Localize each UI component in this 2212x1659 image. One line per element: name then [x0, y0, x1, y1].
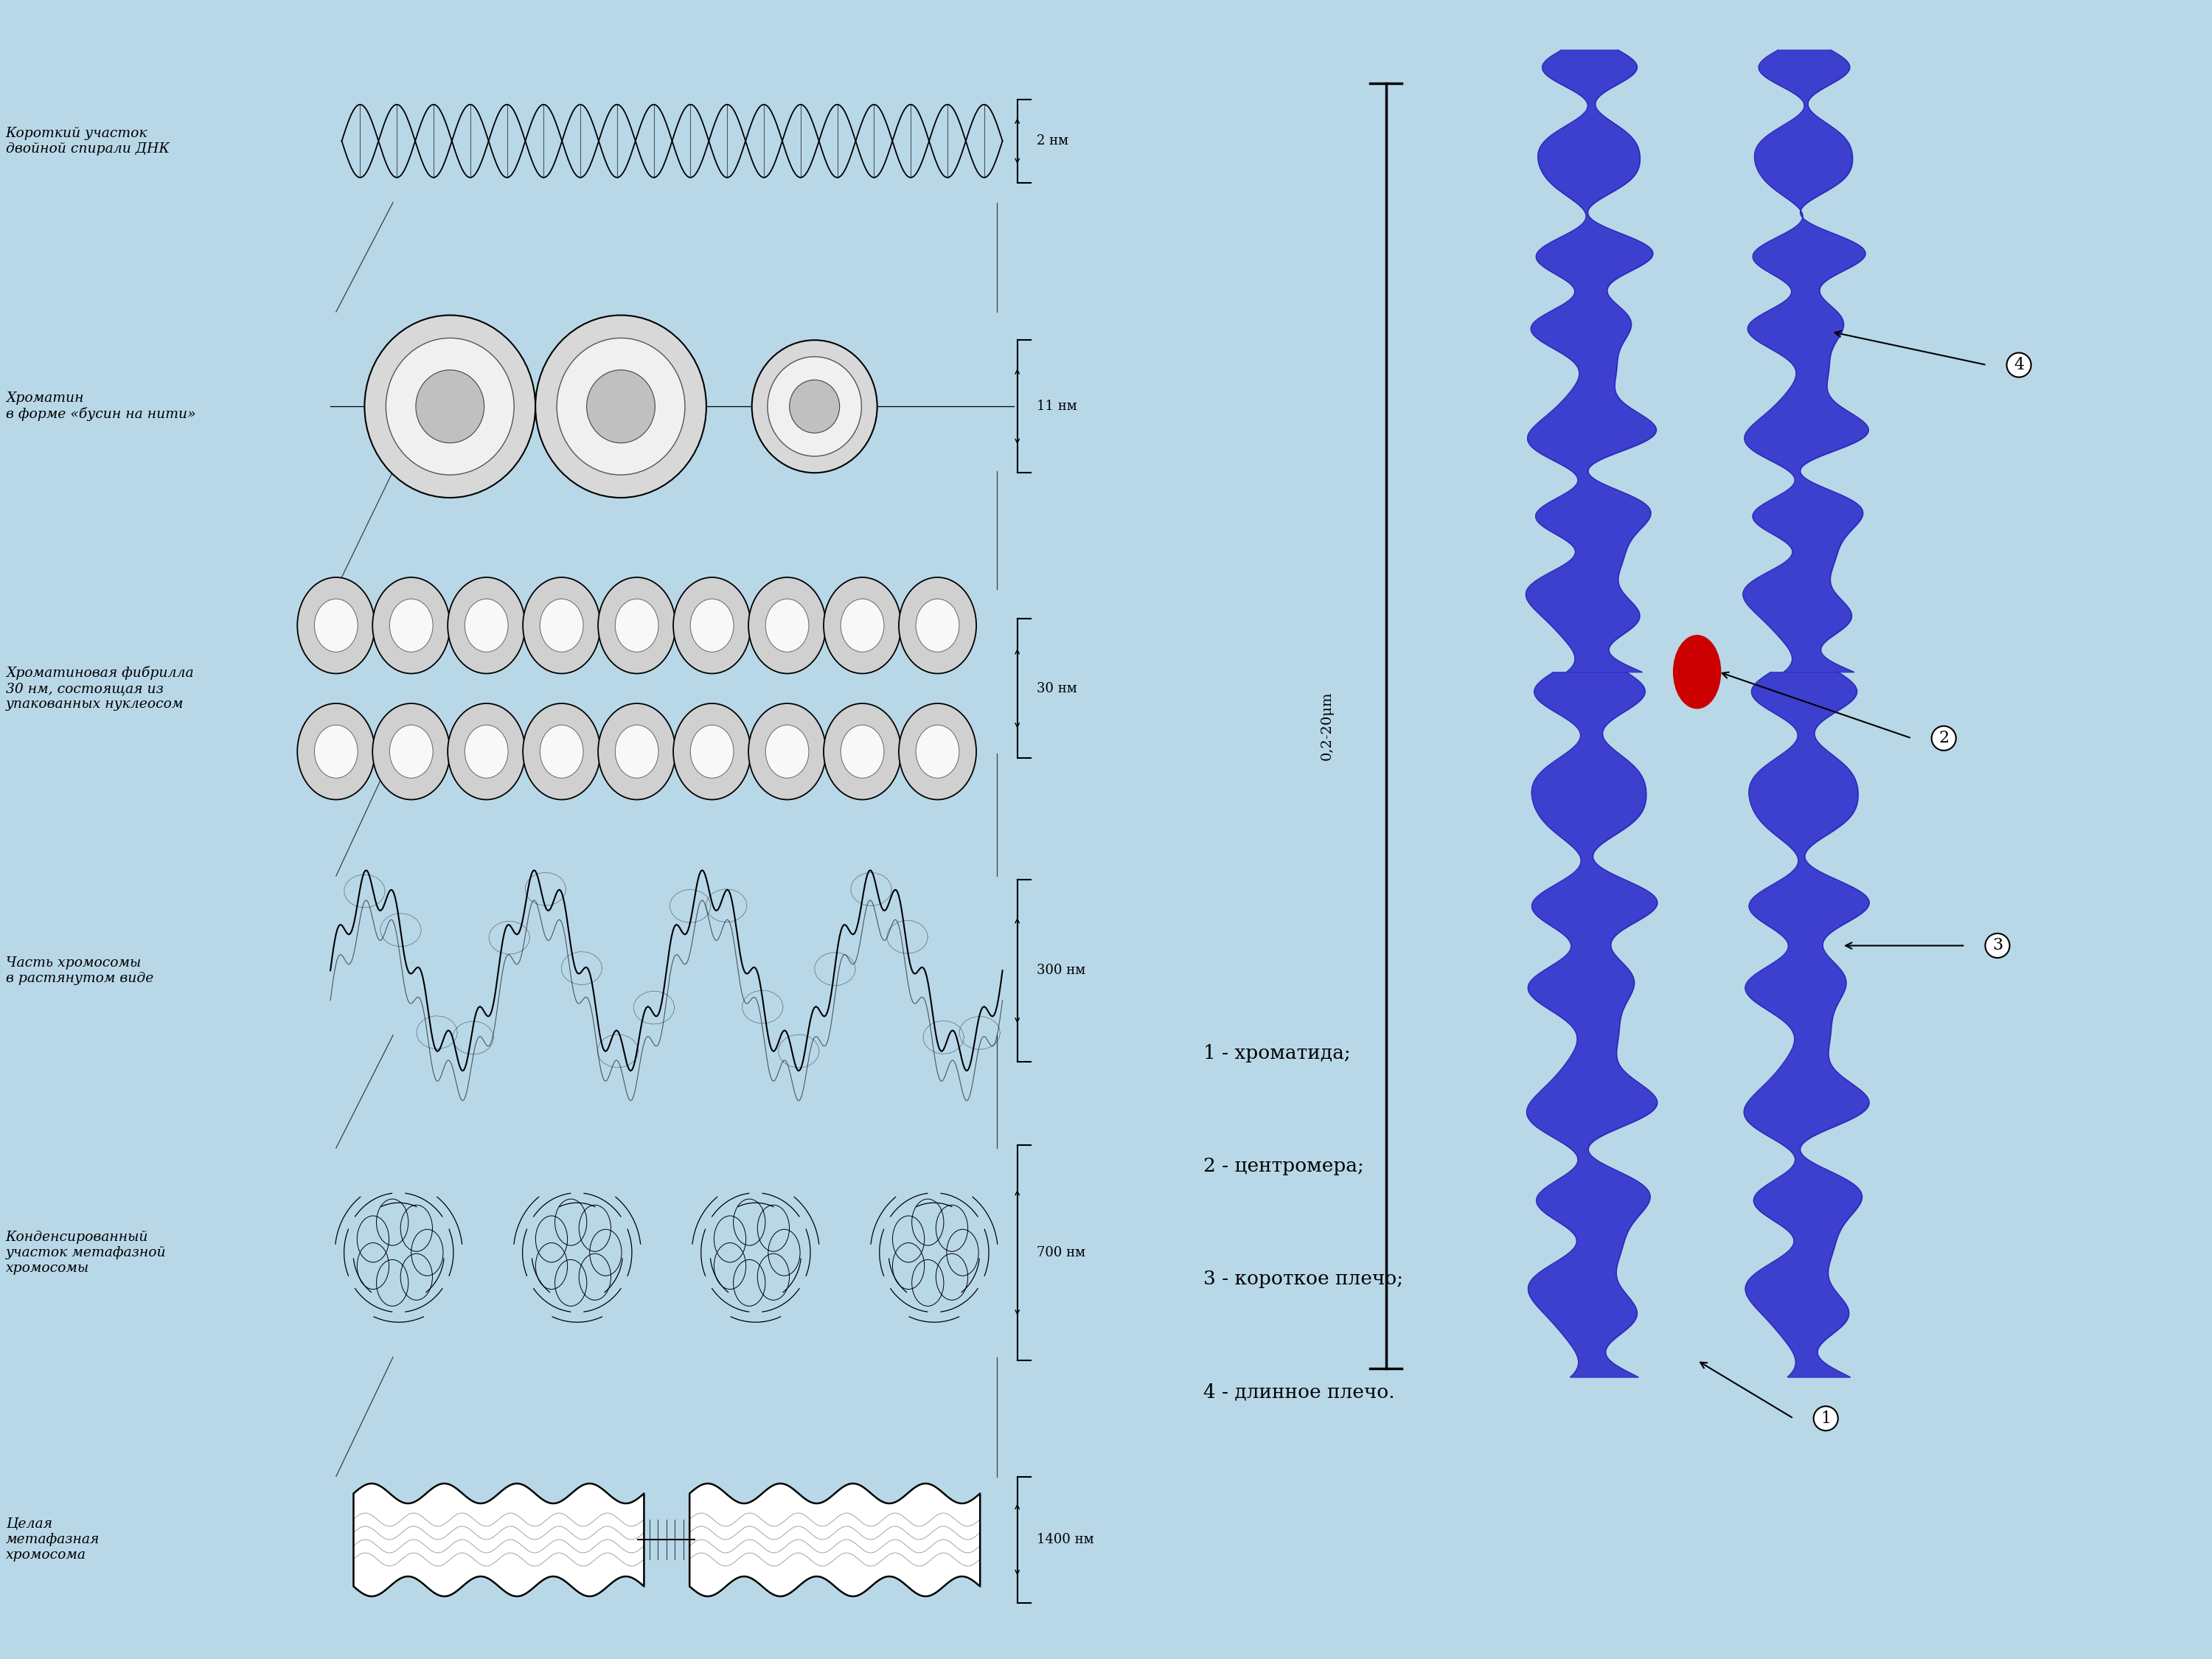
- Ellipse shape: [768, 357, 860, 456]
- Text: 1400 нм: 1400 нм: [1037, 1533, 1095, 1546]
- Text: 2 нм: 2 нм: [1037, 134, 1068, 148]
- Ellipse shape: [690, 725, 734, 778]
- Text: Хроматин
в форме «бусин на нити»: Хроматин в форме «бусин на нити»: [7, 392, 195, 421]
- Ellipse shape: [823, 703, 900, 800]
- Ellipse shape: [372, 577, 449, 674]
- Ellipse shape: [540, 725, 584, 778]
- Ellipse shape: [522, 703, 599, 800]
- Ellipse shape: [365, 315, 535, 498]
- Text: 4 - длинное плечо.: 4 - длинное плечо.: [1203, 1382, 1396, 1402]
- Ellipse shape: [597, 703, 675, 800]
- Ellipse shape: [790, 380, 841, 433]
- Ellipse shape: [898, 703, 975, 800]
- Ellipse shape: [296, 577, 374, 674]
- Ellipse shape: [672, 577, 750, 674]
- Text: 1: 1: [1820, 1410, 1832, 1427]
- Ellipse shape: [752, 340, 878, 473]
- Ellipse shape: [557, 338, 686, 474]
- Text: 30 нм: 30 нм: [1037, 682, 1077, 695]
- Ellipse shape: [615, 599, 659, 652]
- Ellipse shape: [615, 725, 659, 778]
- Text: Целая
метафазная
хромосома: Целая метафазная хромосома: [7, 1518, 100, 1561]
- Ellipse shape: [314, 599, 358, 652]
- Ellipse shape: [898, 577, 975, 674]
- Ellipse shape: [916, 599, 960, 652]
- Ellipse shape: [540, 599, 584, 652]
- Ellipse shape: [389, 599, 434, 652]
- Text: 3: 3: [1993, 937, 2002, 954]
- Ellipse shape: [690, 599, 734, 652]
- Ellipse shape: [385, 338, 513, 474]
- Ellipse shape: [586, 370, 655, 443]
- Ellipse shape: [389, 725, 434, 778]
- Text: Короткий участок
двойной спирали ДНК: Короткий участок двойной спирали ДНК: [7, 126, 170, 156]
- Text: 4: 4: [2013, 357, 2024, 373]
- Text: 11 нм: 11 нм: [1037, 400, 1077, 413]
- Text: 700 нм: 700 нм: [1037, 1246, 1086, 1259]
- Ellipse shape: [765, 599, 810, 652]
- Ellipse shape: [841, 725, 885, 778]
- Ellipse shape: [447, 703, 524, 800]
- Text: 0,2-20μm: 0,2-20μm: [1321, 692, 1334, 760]
- Ellipse shape: [314, 725, 358, 778]
- Ellipse shape: [465, 599, 509, 652]
- Text: Часть хромосомы
в растянутом виде: Часть хромосомы в растянутом виде: [7, 956, 153, 985]
- Ellipse shape: [748, 703, 825, 800]
- Text: 2: 2: [1938, 730, 1949, 747]
- Ellipse shape: [748, 577, 825, 674]
- Text: Конденсированный
участок метафазной
хромосомы: Конденсированный участок метафазной хром…: [7, 1231, 166, 1274]
- Circle shape: [1674, 635, 1721, 708]
- Text: 3 - короткое плечо;: 3 - короткое плечо;: [1203, 1269, 1402, 1289]
- Ellipse shape: [522, 577, 599, 674]
- Text: Хроматиновая фибрилла
30 нм, состоящая из
упакованных нуклеосом: Хроматиновая фибрилла 30 нм, состоящая и…: [7, 667, 192, 710]
- Ellipse shape: [372, 703, 449, 800]
- Ellipse shape: [916, 725, 960, 778]
- Ellipse shape: [823, 577, 900, 674]
- Ellipse shape: [447, 577, 524, 674]
- Text: 300 нм: 300 нм: [1037, 964, 1086, 977]
- Ellipse shape: [672, 703, 750, 800]
- Ellipse shape: [535, 315, 706, 498]
- Ellipse shape: [465, 725, 509, 778]
- Text: 1 - хроматида;: 1 - хроматида;: [1203, 1044, 1352, 1063]
- Ellipse shape: [841, 599, 885, 652]
- Ellipse shape: [765, 725, 810, 778]
- Ellipse shape: [296, 703, 374, 800]
- Ellipse shape: [597, 577, 675, 674]
- Ellipse shape: [416, 370, 484, 443]
- Text: 2 - центромера;: 2 - центромера;: [1203, 1156, 1365, 1176]
